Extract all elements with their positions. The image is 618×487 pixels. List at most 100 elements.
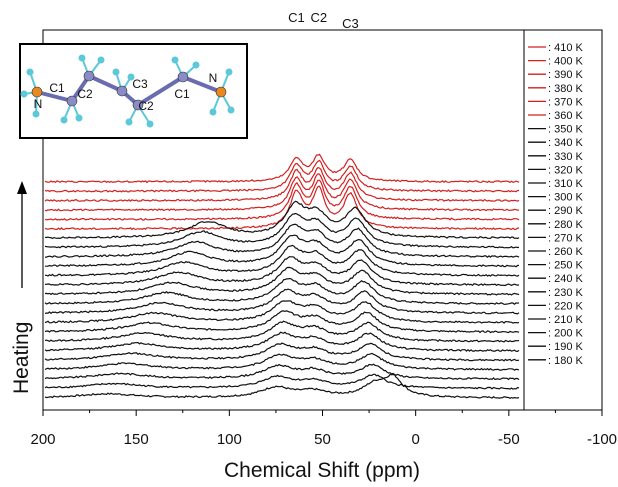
molecule-inset: N C1 C2 C3 C2 C1 N <box>19 43 248 139</box>
spectrum-trace <box>44 256 520 287</box>
hydrogen-atom <box>112 68 120 76</box>
x-tick-label: 100 <box>217 431 242 448</box>
atom-label: C1 <box>49 81 65 95</box>
spectrum-trace <box>44 179 520 221</box>
legend-entry: : 400 K <box>548 56 584 68</box>
x-tick-label: 200 <box>30 431 55 448</box>
peak-label: C2 <box>310 10 327 25</box>
bond <box>136 75 185 107</box>
atom-label: C2 <box>138 99 154 113</box>
heavy-atom <box>132 99 144 111</box>
spectrum-trace <box>44 153 520 184</box>
bond <box>88 74 123 93</box>
legend-entry: : 250 K <box>548 260 584 272</box>
atom-label: C3 <box>132 77 148 91</box>
atom-label: C2 <box>77 87 93 101</box>
legend-entry: : 320 K <box>548 164 584 176</box>
legend-entry: : 410 K <box>548 42 584 54</box>
heating-label: Heating <box>10 322 33 394</box>
spectrum-trace <box>44 185 520 231</box>
legend-entry: : 270 K <box>548 232 584 244</box>
heavy-atom <box>177 71 189 83</box>
legend-entry: : 310 K <box>548 178 584 190</box>
spectrum-trace <box>44 223 520 258</box>
hydrogen-atom <box>192 61 200 69</box>
x-tick-label: 150 <box>124 431 149 448</box>
x-tick-label: -100 <box>587 431 617 448</box>
legend-entry: : 240 K <box>548 273 584 285</box>
spectrum-trace <box>44 373 520 399</box>
legend-entry: : 300 K <box>548 192 584 204</box>
spectrum-trace <box>44 320 520 343</box>
spectrum-trace <box>44 331 520 353</box>
spectrum-trace <box>44 266 520 296</box>
legend-entry: : 220 K <box>548 300 584 312</box>
legend-entry: : 380 K <box>548 83 584 95</box>
spectrum-trace <box>45 244 520 277</box>
hydrogen-atom <box>227 106 235 114</box>
hydrogen-atom <box>225 68 233 76</box>
x-tick-label: 50 <box>314 431 331 448</box>
x-tick-label: -50 <box>498 431 520 448</box>
heavy-atom <box>83 70 95 82</box>
heating-annotation: Heating <box>10 181 33 394</box>
legend-entry: : 330 K <box>548 151 584 163</box>
hydrogen-atom <box>97 56 105 64</box>
spectrum-trace <box>44 200 520 240</box>
peak-label: C1 <box>288 10 305 25</box>
spectrum-trace <box>44 212 520 249</box>
peak-label: C3 <box>342 16 359 31</box>
hydrogen-atom <box>32 110 40 118</box>
atom-label: N <box>34 97 43 111</box>
legend-entry: : 280 K <box>548 219 584 231</box>
x-tick-label: 0 <box>411 431 419 448</box>
spectrum-trace <box>44 352 520 371</box>
spectrum-trace <box>44 342 520 362</box>
bond <box>182 75 222 94</box>
atom-label: C1 <box>174 87 190 101</box>
legend-entry: : 360 K <box>548 110 584 122</box>
legend-entry: : 200 K <box>548 328 584 340</box>
legend-entry: : 370 K <box>548 96 584 108</box>
spectrum-trace <box>44 173 519 212</box>
hydrogen-atom <box>171 56 179 64</box>
legend: : 410 K : 400 K: 390 K : 380 K: 370 K : 360… <box>523 29 603 411</box>
legend-entry: : 340 K <box>548 137 584 149</box>
heating-arrowhead <box>17 181 27 194</box>
spectrum-trace <box>44 363 520 381</box>
heavy-atom <box>31 86 43 98</box>
hydrogen-atom <box>75 114 83 122</box>
spectrum-trace <box>44 300 520 324</box>
legend-entry: : 230 K <box>548 287 584 299</box>
spectrum-trace <box>44 373 520 390</box>
hydrogen-atom <box>26 68 34 76</box>
inset-frame <box>19 43 248 139</box>
heavy-atom <box>66 95 78 107</box>
peak-labels: C1 C2 C3 <box>288 10 359 31</box>
spectra-traces <box>44 153 520 399</box>
atom-label: N <box>209 71 218 85</box>
x-axis-label: Chemical Shift (ppm) <box>224 459 420 482</box>
heavy-atom <box>215 86 227 98</box>
legend-entry: : 210 K <box>548 314 584 326</box>
spectrum-trace <box>44 166 520 203</box>
hydrogen-atom <box>127 73 135 81</box>
spectrum-trace <box>44 277 520 305</box>
hydrogen-atom <box>78 54 86 62</box>
legend-entry: : 390 K <box>548 69 584 81</box>
bond <box>36 90 73 103</box>
spectrum-trace <box>44 159 519 193</box>
spectrum-trace <box>44 288 520 315</box>
legend-entry: : 350 K <box>548 124 584 136</box>
hydrogen-atom <box>60 116 68 124</box>
hydrogen-atom <box>20 90 28 98</box>
legend-entry: : 290 K <box>548 205 584 217</box>
hydrogen-atom <box>209 108 217 116</box>
legend-entry: : 260 K <box>548 246 584 258</box>
hydrogen-atom <box>125 118 133 126</box>
legend-entry: : 180 K <box>548 355 584 367</box>
hydrogen-atom <box>146 120 154 128</box>
spectrum-trace <box>44 310 520 334</box>
